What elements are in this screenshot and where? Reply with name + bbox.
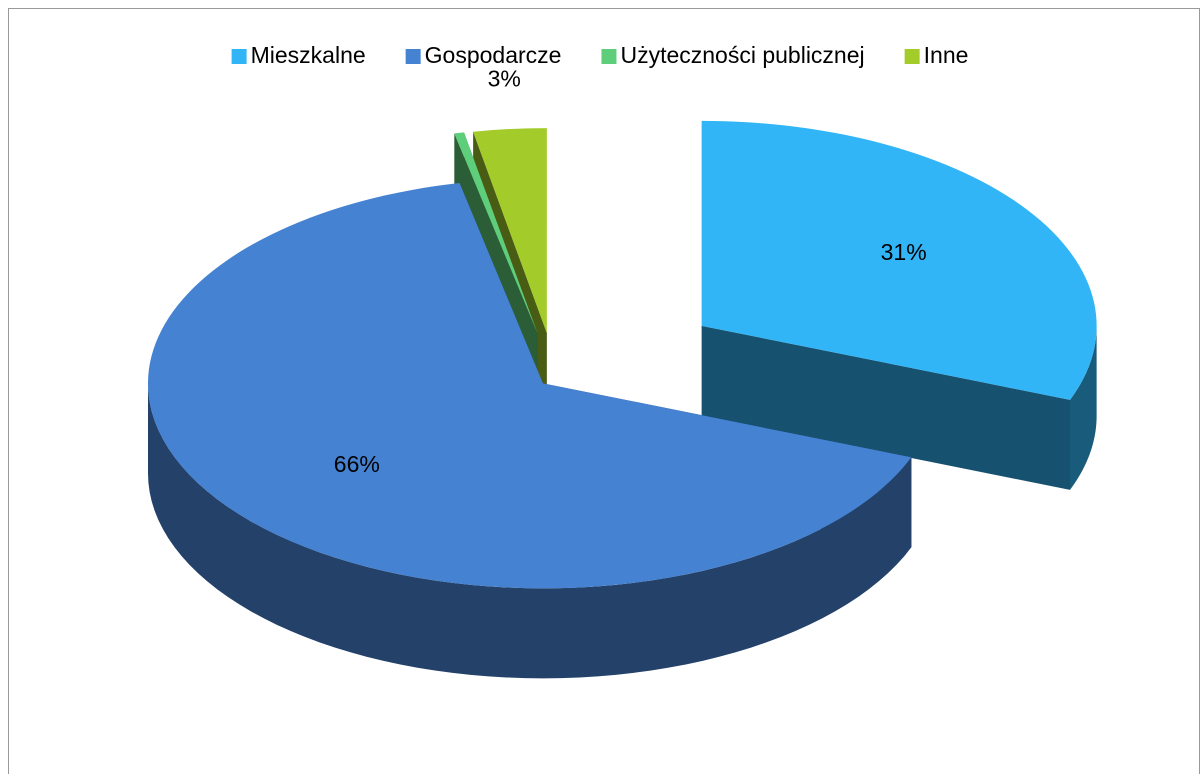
legend-item: Mieszkalne: [231, 42, 366, 68]
pie-slice: [701, 120, 1097, 400]
legend-swatch: [405, 49, 421, 64]
pie-slice-side: [147, 383, 912, 679]
legend-label: Mieszkalne: [251, 42, 366, 68]
pie-slice: [147, 182, 912, 589]
legend-item: Użyteczności publicznej: [601, 42, 865, 68]
pie-slice: [473, 128, 547, 334]
legend-item: Gospodarcze: [405, 42, 562, 68]
data-label: 31%: [881, 239, 927, 265]
legend-label: Użyteczności publicznej: [620, 42, 864, 68]
legend-swatch: [601, 49, 617, 64]
pie-slice: [454, 132, 538, 334]
legend-label: Inne: [924, 42, 969, 68]
data-label: 3%: [488, 65, 521, 91]
legend-item: Inne: [904, 42, 969, 68]
pie-slice-side: [1070, 325, 1097, 490]
legend-swatch: [231, 49, 247, 64]
legend-label: Gospodarcze: [425, 42, 562, 68]
pie-slice-side: [701, 325, 1071, 490]
legend-swatch: [904, 49, 920, 64]
data-label: 66%: [334, 451, 380, 477]
